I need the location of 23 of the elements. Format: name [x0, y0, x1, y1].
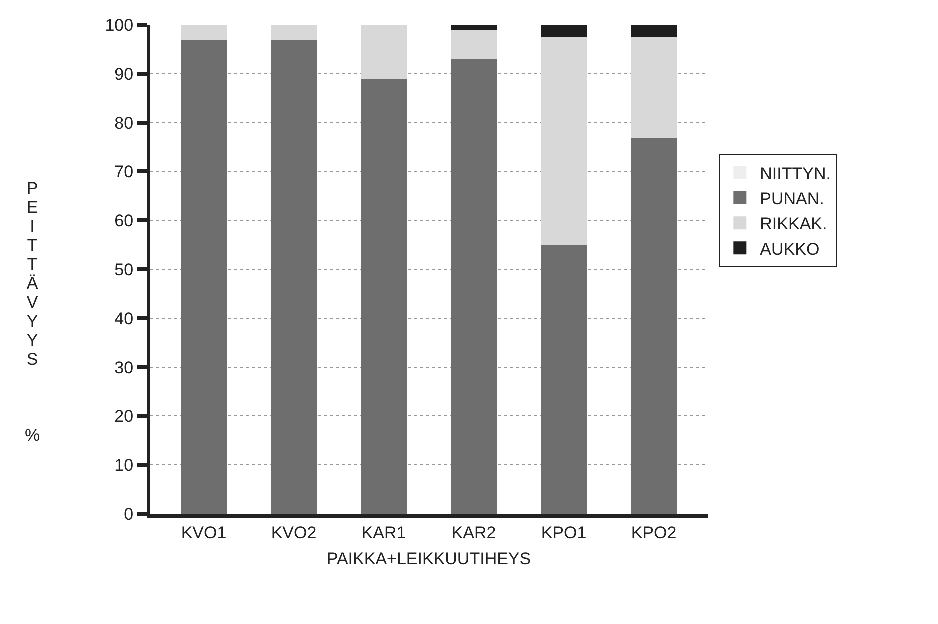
y-tick-label: 40 [114, 309, 134, 328]
y-tick-label: 30 [114, 358, 134, 378]
y-tick-label: 70 [114, 162, 134, 182]
y-tick-label: 60 [114, 212, 134, 231]
x-tick-label: KVO1 [181, 523, 227, 542]
y-tick-label: 100 [105, 16, 134, 35]
x-tick-label: KAR2 [452, 523, 496, 542]
y-tick-label: 10 [114, 456, 134, 476]
x-tick-label: KVO2 [271, 523, 317, 542]
legend-label: NIITTYN. [760, 164, 832, 184]
legend-label: RIKKAK. [760, 214, 828, 234]
y-tick-label: 20 [114, 407, 134, 426]
y-tick-label: 80 [114, 114, 134, 133]
y-tick-label: 0 [124, 504, 134, 524]
legend-label: AUKKO [760, 240, 820, 259]
x-tick-label: KAR1 [362, 523, 406, 542]
y-tick-label: 50 [114, 260, 134, 280]
x-tick-label: KPO1 [541, 523, 587, 542]
y-tick-label: 90 [114, 64, 134, 84]
y-axis-title: PEITTÄVYYS % [23, 179, 42, 445]
x-axis-title: PAIKKA+LEIKKUUTIHEYS [326, 549, 532, 568]
legend-label: PUNAN. [760, 190, 824, 209]
x-tick-label: KPO2 [631, 523, 677, 542]
